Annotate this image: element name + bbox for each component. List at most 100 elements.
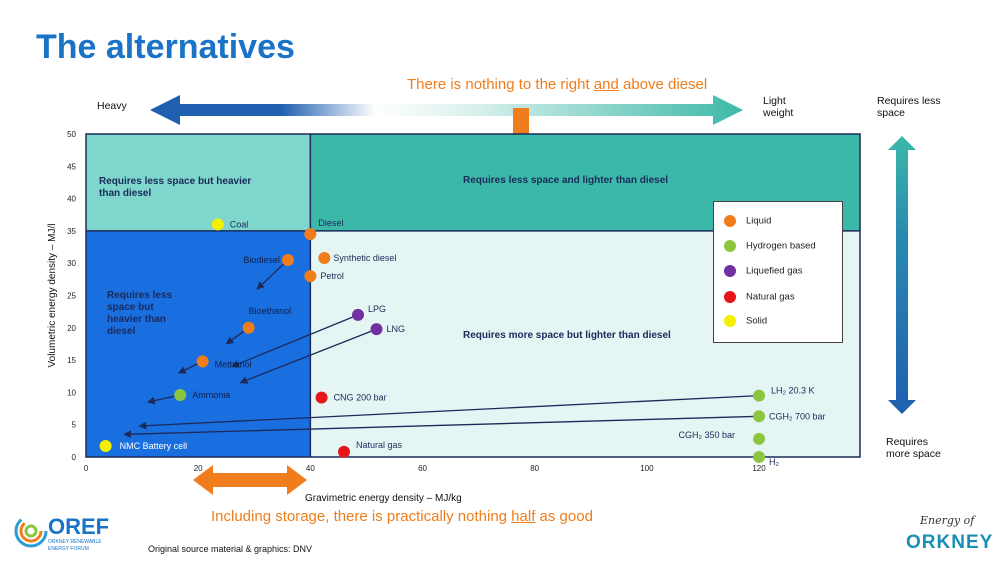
point-cgh-350-bar xyxy=(753,432,766,445)
top-note-underline: and xyxy=(593,76,619,93)
energy-of-orkney-logo: Energy of ORKNEY xyxy=(906,512,992,556)
point-synthetic-diesel xyxy=(318,252,331,265)
heavy-label: Heavy xyxy=(97,100,127,112)
req-less-label-2: space xyxy=(877,107,906,119)
point-lng xyxy=(370,323,383,336)
top-note-a: There is nothing to the right xyxy=(407,76,594,93)
point-ammonia xyxy=(174,388,187,401)
point-lpg xyxy=(352,308,365,321)
region-label-bottom-left: heavier than xyxy=(107,314,166,325)
x-tick-label: 100 xyxy=(640,464,654,473)
y-tick-label: 45 xyxy=(67,162,76,171)
oref-sub1: ORKNEY RENEWABLE xyxy=(48,539,102,545)
bottom-note: Including storage, there is practically … xyxy=(211,508,593,525)
source-note: Original source material & graphics: DNV xyxy=(148,544,313,554)
trend-arrow xyxy=(123,415,760,439)
point-label: LH₂ 20.3 K xyxy=(771,386,815,396)
point-label: Synthetic diesel xyxy=(333,253,396,263)
y-tick-label: 30 xyxy=(67,259,76,268)
point-h- xyxy=(753,451,766,463)
y-tick-label: 15 xyxy=(67,356,76,365)
point-coal xyxy=(211,218,224,231)
y-axis-label: Volumetric energy density – MJ/l xyxy=(47,224,58,368)
bottom-note-underline: half xyxy=(511,508,536,525)
oref-logo: OREF ORKNEY RENEWABLE ENERGY FORUM xyxy=(14,512,124,556)
legend-item-liquefied-gas: Liquefied gas xyxy=(724,265,803,277)
x-tick-label: 20 xyxy=(194,464,203,473)
y-tick-label: 25 xyxy=(67,292,76,301)
point-label: Petrol xyxy=(320,271,344,281)
x-tick-label: 60 xyxy=(418,464,427,473)
point-label: LPG xyxy=(368,304,386,314)
top-note-b: above diesel xyxy=(618,76,708,93)
point-label: Natural gas xyxy=(356,440,403,450)
y-tick-label: 5 xyxy=(72,421,77,430)
x-tick-label: 120 xyxy=(752,464,766,473)
legend-dot-hydrogen xyxy=(724,240,736,252)
legend-dot-liquefied-gas xyxy=(724,265,736,277)
light-label-1: Light xyxy=(763,95,786,107)
point-biodiesel xyxy=(281,253,294,266)
point-petrol xyxy=(304,270,317,283)
oref-swirl-icon xyxy=(14,514,48,548)
top-note: There is nothing to the right and above … xyxy=(407,76,707,93)
x-axis-label: Gravimetric energy density – MJ/kg xyxy=(305,493,462,504)
eoo-top: Energy of xyxy=(920,514,975,527)
point-nmc-battery-cell xyxy=(99,440,112,453)
legend-item-liquid: Liquid xyxy=(724,215,771,227)
bottom-note-b: as good xyxy=(535,508,593,525)
space-arrow xyxy=(888,136,916,414)
point-label: Diesel xyxy=(318,218,343,228)
region-top-left xyxy=(86,134,311,231)
legend-dot-solid xyxy=(724,315,736,327)
oref-name: OREF xyxy=(48,514,110,539)
x-tick-label: 40 xyxy=(306,464,315,473)
heavy-light-arrow xyxy=(150,95,743,125)
point-methanol xyxy=(196,355,209,368)
point-label: Methanol xyxy=(215,359,252,369)
y-tick-label: 35 xyxy=(67,227,76,236)
point-label: CNG 200 bar xyxy=(334,393,387,403)
y-tick-label: 10 xyxy=(67,388,76,397)
region-label-bottom-left: Requires less xyxy=(107,290,172,301)
trend-arrow xyxy=(256,259,289,290)
legend-item-hydrogen: Hydrogen based xyxy=(724,240,816,252)
trend-arrow xyxy=(138,394,760,430)
point-natural-gas xyxy=(338,445,350,458)
point-label: Coal xyxy=(230,219,249,229)
oref-sub2: ENERGY FORUM xyxy=(48,546,89,552)
point-label: Biodiesel xyxy=(243,255,280,265)
region-label-top-right: Requires less space and lighter than die… xyxy=(463,175,668,186)
region-label-top-left: than diesel xyxy=(99,188,151,199)
req-more-label-1: Requires xyxy=(886,436,929,448)
page-title: The alternatives xyxy=(36,28,295,66)
legend-dot-liquid xyxy=(724,215,736,227)
req-more-label-2: more space xyxy=(886,448,941,460)
orange-lr-arrow xyxy=(193,465,307,495)
legend-item-solid: Solid xyxy=(724,315,767,327)
legend-label: Solid xyxy=(746,315,768,327)
y-tick-label: 0 xyxy=(72,453,77,462)
point-bioethanol xyxy=(242,321,255,334)
trend-arrow xyxy=(231,314,359,368)
region-label-bottom-left: diesel xyxy=(107,326,136,337)
chart-legend: Liquid Hydrogen based Liquefied gas Natu… xyxy=(713,201,843,343)
trend-arrow xyxy=(239,328,377,384)
point-label: CGH₂ 700 bar xyxy=(769,411,826,421)
region-label-top-left: Requires less space but heavier xyxy=(99,176,251,187)
point-label: Ammonia xyxy=(192,390,230,400)
region-label-bottom-left: space but xyxy=(107,302,154,313)
light-label-2: weight xyxy=(763,107,794,119)
legend-dot-natural-gas xyxy=(724,291,736,303)
req-less-label-1: Requires less xyxy=(877,95,941,107)
legend-label: Liquefied gas xyxy=(746,265,803,277)
y-tick-label: 50 xyxy=(67,130,76,139)
legend-label: Hydrogen based xyxy=(746,240,816,252)
y-tick-label: 40 xyxy=(67,195,76,204)
plot-frame xyxy=(85,133,861,458)
bottom-note-a: Including storage, there is practically … xyxy=(211,508,512,525)
point-label: LNG xyxy=(387,324,406,334)
point-cgh-700-bar xyxy=(753,410,766,423)
point-label: CGH₂ 350 bar xyxy=(679,430,736,440)
point-label: Bioethanol xyxy=(249,306,292,316)
